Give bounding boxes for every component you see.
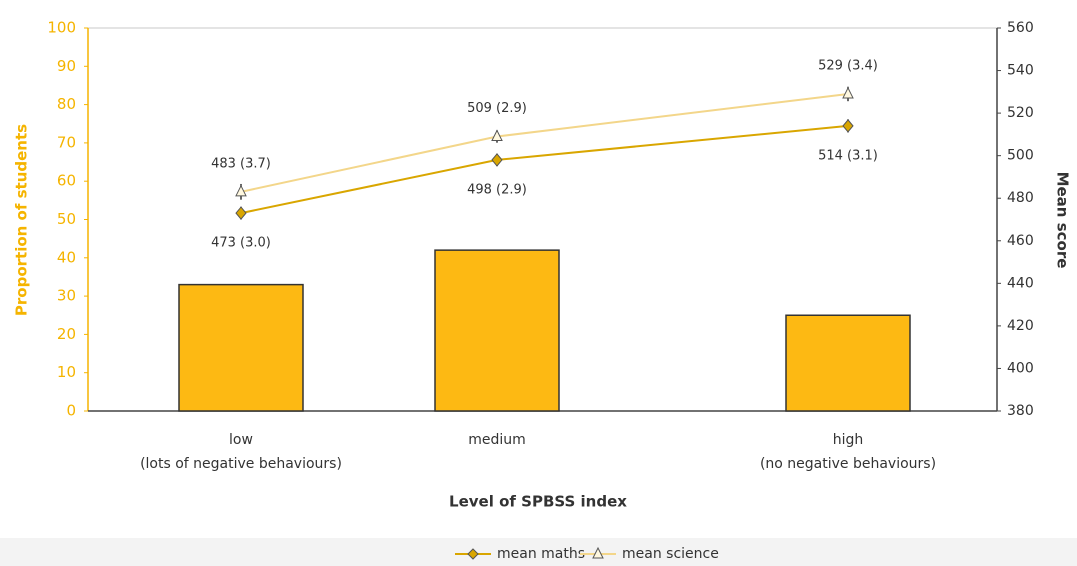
y2-tick-label: 380: [1007, 403, 1034, 419]
bar: [434, 249, 560, 412]
y-tick-label: 60: [57, 172, 76, 190]
value-label: 483 (3.7): [211, 156, 271, 171]
value-label: 514 (3.1): [818, 148, 878, 163]
y-axis-title: Proportion of students: [13, 124, 31, 316]
value-label: 473 (3.0): [211, 236, 271, 251]
legend-label: mean science: [622, 546, 719, 562]
y2-tick-label: 460: [1007, 233, 1034, 249]
x-tick-label: low: [229, 432, 253, 448]
line: [240, 92, 849, 193]
y2-tick-label: 560: [1007, 20, 1034, 36]
x-tick-label: (no negative behaviours): [760, 456, 936, 472]
y-tick-label: 20: [57, 325, 76, 343]
bar: [785, 314, 911, 412]
legend-marker: [592, 546, 604, 559]
marker: [842, 119, 854, 133]
marker: [235, 184, 247, 197]
marker: [842, 86, 854, 99]
y-tick-label: 50: [57, 210, 76, 228]
y-tick-label: 80: [57, 95, 76, 113]
x-tick-label: high: [833, 432, 864, 448]
marker: [235, 206, 247, 220]
y-tick-label: 40: [57, 248, 76, 266]
legend-label: mean maths: [497, 546, 585, 562]
value-label: 509 (2.9): [467, 101, 527, 116]
legend-background: [0, 538, 1077, 566]
y-tick-label: 10: [57, 363, 76, 381]
x-axis-title: Level of SPBSS index: [449, 493, 627, 511]
y2-tick-label: 540: [1007, 63, 1034, 79]
y-tick-label: 70: [57, 133, 76, 151]
y2-tick-label: 480: [1007, 190, 1034, 206]
y2-tick-label: 420: [1007, 318, 1034, 334]
y-tick-label: 0: [66, 402, 76, 420]
y2-tick-label: 500: [1007, 148, 1034, 164]
marker: [491, 129, 503, 142]
y-tick-label: 30: [57, 287, 76, 305]
x-tick-label: medium: [468, 432, 526, 448]
value-label: 498 (2.9): [467, 182, 527, 197]
y2-tick-label: 440: [1007, 275, 1034, 291]
value-label: 529 (3.4): [818, 58, 878, 73]
y-tick-label: 90: [57, 57, 76, 75]
line: [240, 124, 849, 215]
y2-axis-title: Mean score: [1054, 172, 1072, 269]
legend-marker: [467, 548, 479, 560]
marker: [491, 153, 503, 167]
y2-tick-label: 400: [1007, 360, 1034, 376]
y-tick-label: 100: [47, 19, 76, 37]
y2-tick-label: 520: [1007, 105, 1034, 121]
bar: [178, 283, 304, 412]
x-tick-label: (lots of negative behaviours): [140, 456, 342, 472]
